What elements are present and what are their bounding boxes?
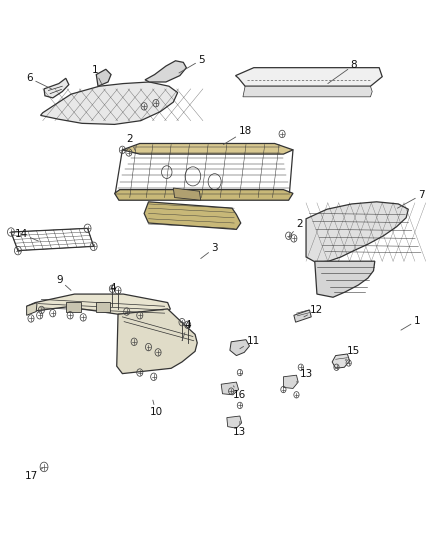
- Polygon shape: [227, 416, 242, 428]
- Text: 2: 2: [127, 134, 135, 151]
- Polygon shape: [332, 354, 350, 368]
- FancyBboxPatch shape: [66, 302, 81, 312]
- Polygon shape: [315, 261, 375, 297]
- Text: 14: 14: [14, 229, 39, 241]
- Text: 4: 4: [182, 320, 191, 341]
- Text: 7: 7: [397, 190, 425, 208]
- Polygon shape: [144, 202, 241, 229]
- Text: 8: 8: [328, 60, 357, 84]
- Text: 13: 13: [233, 421, 247, 437]
- Text: 17: 17: [25, 468, 43, 481]
- Polygon shape: [44, 78, 69, 98]
- Text: 10: 10: [149, 400, 162, 417]
- Polygon shape: [243, 86, 372, 97]
- Polygon shape: [41, 82, 178, 124]
- Text: 6: 6: [26, 73, 51, 89]
- Text: 9: 9: [56, 274, 71, 290]
- Text: 3: 3: [201, 243, 218, 259]
- Text: 18: 18: [223, 126, 252, 144]
- Polygon shape: [27, 294, 170, 314]
- Polygon shape: [236, 68, 382, 86]
- Text: 5: 5: [179, 55, 205, 73]
- FancyBboxPatch shape: [96, 302, 110, 312]
- Text: 1: 1: [92, 66, 102, 84]
- Polygon shape: [221, 382, 239, 395]
- Polygon shape: [294, 310, 311, 322]
- Polygon shape: [96, 69, 111, 86]
- Text: 15: 15: [345, 346, 360, 360]
- Polygon shape: [230, 340, 250, 356]
- Text: 12: 12: [304, 305, 324, 317]
- Text: 1: 1: [401, 316, 420, 330]
- Polygon shape: [117, 309, 197, 374]
- Polygon shape: [283, 375, 298, 389]
- Polygon shape: [27, 303, 37, 316]
- Text: 13: 13: [297, 369, 313, 382]
- Polygon shape: [145, 61, 186, 82]
- Text: 16: 16: [233, 386, 247, 400]
- Text: 11: 11: [240, 336, 260, 349]
- Polygon shape: [173, 188, 201, 200]
- Polygon shape: [11, 228, 94, 251]
- Polygon shape: [306, 202, 408, 262]
- Polygon shape: [115, 190, 293, 200]
- Text: 2: 2: [289, 219, 303, 237]
- Text: 4: 4: [109, 282, 116, 301]
- Polygon shape: [122, 143, 293, 154]
